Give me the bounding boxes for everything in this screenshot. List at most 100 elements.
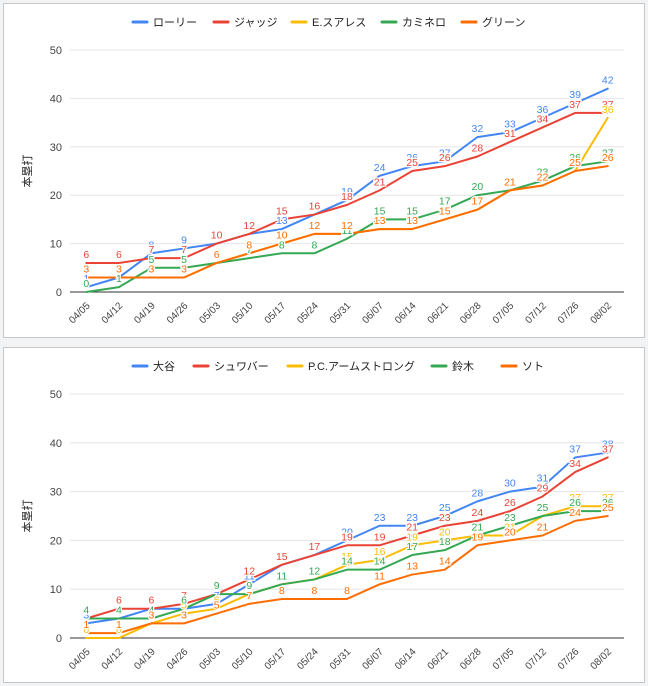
data-label: 8 (311, 585, 317, 597)
legend-item[interactable]: P.C.アームストロング (286, 359, 415, 373)
legend-item[interactable]: 大谷 (131, 359, 175, 373)
data-label: 31 (537, 473, 549, 485)
data-label: 6 (214, 249, 220, 261)
data-label: 27 (439, 147, 451, 159)
x-tick-label: 06/21 (426, 646, 452, 672)
data-label: 1 (116, 273, 122, 285)
data-label: 36 (537, 104, 549, 116)
data-label: 11 (276, 570, 287, 582)
data-label: 16 (309, 201, 321, 213)
data-label: 23 (439, 512, 451, 524)
data-label: 5 (214, 600, 220, 612)
data-label: 15 (276, 551, 288, 563)
legend-item[interactable]: ソト (500, 361, 544, 373)
data-label: 27 (569, 492, 581, 504)
data-label: 4 (116, 604, 122, 616)
data-label: 1 (83, 273, 89, 285)
data-label: 36 (602, 104, 614, 116)
legend-item[interactable]: 鈴木 (430, 359, 474, 373)
data-label: 11 (374, 570, 385, 582)
data-label: 21 (504, 176, 516, 188)
legend-label: 大谷 (153, 359, 175, 373)
data-label: 25 (406, 157, 418, 169)
series-line (85, 160, 609, 293)
data-label: 12 (309, 220, 321, 232)
data-label: 8 (344, 585, 350, 597)
legend-item[interactable]: グリーン (460, 15, 525, 29)
data-label: 14 (341, 556, 353, 568)
x-tick-label: 07/05 (491, 300, 517, 326)
data-label: 17 (472, 196, 484, 208)
x-tick-label: 06/14 (393, 300, 419, 326)
data-label: 30 (504, 478, 516, 490)
data-label: 26 (569, 497, 581, 509)
x-tick-label: 06/28 (458, 646, 484, 672)
legend-label: ジャッジ (234, 17, 277, 29)
legend-item[interactable]: ローリー (131, 17, 197, 29)
x-tick-label: 05/24 (295, 300, 321, 326)
data-label: 19 (374, 531, 386, 543)
legend-label: 鈴木 (452, 359, 474, 373)
x-tick-label: 06/21 (426, 300, 452, 326)
data-label: 38 (602, 439, 614, 451)
data-label: 3 (149, 263, 155, 275)
data-label: 3 (149, 263, 155, 275)
data-label: 13 (406, 561, 418, 573)
legend-label: グリーン (482, 15, 525, 29)
legend-item[interactable]: シュワバー (192, 360, 269, 373)
x-tick-label: 08/02 (589, 646, 615, 672)
data-label: 8 (246, 239, 252, 251)
legend-label: ソト (522, 361, 544, 373)
data-label: 7 (214, 590, 220, 602)
data-label: 3 (83, 609, 89, 621)
data-label: 33 (504, 118, 516, 130)
x-tick-label: 05/03 (198, 646, 224, 672)
data-label: 13 (406, 215, 418, 227)
x-tick-label: 04/19 (132, 300, 158, 326)
legend-item[interactable]: E.スアレス (290, 17, 366, 29)
x-tick-label: 04/26 (165, 300, 191, 326)
x-tick-label: 05/03 (198, 300, 224, 326)
x-tick-label: 07/12 (523, 300, 549, 326)
data-label: 20 (439, 526, 451, 538)
series-line (85, 165, 609, 279)
data-label: 12 (309, 220, 321, 232)
data-label: 20 (341, 526, 353, 538)
data-label: 23 (374, 512, 386, 524)
y-tick-label: 20 (50, 190, 62, 202)
data-label: 8 (311, 239, 317, 251)
data-label: 3 (149, 609, 155, 621)
data-label: 7 (246, 590, 252, 602)
data-label: 20 (472, 181, 484, 193)
data-label: 4 (83, 604, 89, 616)
data-label: 26 (602, 497, 614, 509)
x-tick-label: 04/05 (67, 300, 93, 326)
data-label: 3 (181, 263, 187, 275)
data-label: 7 (246, 244, 252, 256)
data-label: 34 (569, 458, 581, 470)
data-label: 19 (341, 186, 353, 198)
legend-item[interactable]: カミネロ (380, 16, 446, 29)
series-line (85, 505, 609, 639)
data-label: 23 (406, 512, 418, 524)
data-label: 15 (439, 205, 451, 217)
data-label: 1 (83, 619, 89, 631)
data-label: 42 (602, 75, 614, 87)
data-label: 4 (116, 604, 122, 616)
legend-item[interactable]: ジャッジ (212, 17, 277, 29)
data-label: 12 (309, 565, 321, 577)
y-axis-label: 本塁打 (20, 155, 34, 188)
data-label: 31 (504, 128, 516, 140)
data-label: 17 (439, 196, 451, 208)
data-label: 19 (472, 531, 484, 543)
data-label: 9 (181, 234, 187, 246)
data-label: 14 (439, 556, 451, 568)
data-label: 5 (181, 254, 187, 266)
data-label: 9 (246, 580, 252, 592)
data-label: 21 (374, 176, 386, 188)
y-tick-label: 50 (50, 45, 62, 57)
data-label: 17 (309, 541, 321, 553)
data-label: 8 (149, 239, 155, 251)
data-label: 9 (214, 580, 220, 592)
